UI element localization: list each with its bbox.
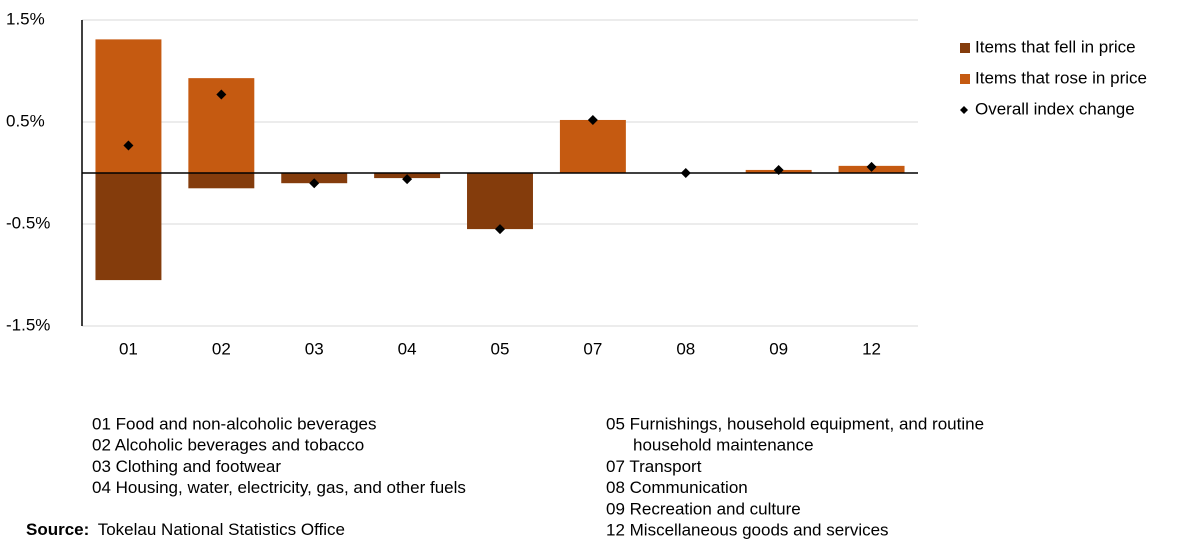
source-text: Tokelau National Statistics Office — [98, 520, 345, 539]
marker — [773, 164, 784, 175]
note: 01 Food and non-alcoholic beverages — [92, 414, 376, 433]
note: 09 Recreation and culture — [606, 499, 801, 518]
note: 05 Furnishings, household equipment, and… — [606, 414, 984, 433]
x-tick-label: 07 — [583, 339, 602, 358]
note: 03 Clothing and footwear — [92, 457, 281, 476]
bar — [95, 39, 162, 173]
x-tick-label: 01 — [119, 339, 138, 358]
note: 08 Communication — [606, 478, 748, 497]
x-tick-label: 08 — [676, 339, 695, 358]
x-tick-label: 03 — [305, 339, 324, 358]
y-tick-label: -1.5% — [6, 315, 50, 334]
note: 12 Miscellaneous goods and services — [606, 520, 889, 539]
y-tick-label: 0.5% — [6, 111, 45, 130]
marker — [123, 140, 134, 151]
marker — [587, 114, 598, 125]
note: 02 Alcoholic beverages and tobacco — [92, 436, 364, 455]
source-label: Source: — [26, 520, 89, 539]
x-tick-label: 09 — [769, 339, 788, 358]
bar — [188, 173, 255, 189]
legend-swatch — [960, 74, 970, 84]
marker — [495, 224, 505, 235]
legend-label: Items that fell in price — [975, 37, 1136, 56]
bar — [95, 173, 162, 281]
marker — [680, 168, 691, 178]
x-tick-label: 04 — [398, 339, 417, 358]
y-tick-label: 1.5% — [6, 9, 45, 28]
legend-label: Items that rose in price — [975, 68, 1147, 87]
y-tick-label: -0.5% — [6, 213, 50, 232]
marker — [866, 161, 877, 172]
x-tick-label: 05 — [491, 339, 510, 358]
note: 04 Housing, water, electricity, gas, and… — [92, 478, 466, 497]
note: household maintenance — [633, 436, 814, 455]
marker — [216, 89, 227, 100]
bar — [281, 173, 348, 184]
legend-marker — [960, 106, 968, 114]
x-tick-label: 02 — [212, 339, 231, 358]
source: Source: Tokelau National Statistics Offi… — [26, 520, 345, 539]
bar — [559, 119, 626, 173]
marker — [402, 174, 413, 185]
note: 07 Transport — [606, 457, 702, 476]
marker — [309, 178, 320, 189]
legend-label: Overall index change — [975, 99, 1135, 118]
legend-swatch — [960, 43, 970, 53]
bar — [467, 173, 533, 230]
x-tick-label: 12 — [862, 339, 881, 358]
